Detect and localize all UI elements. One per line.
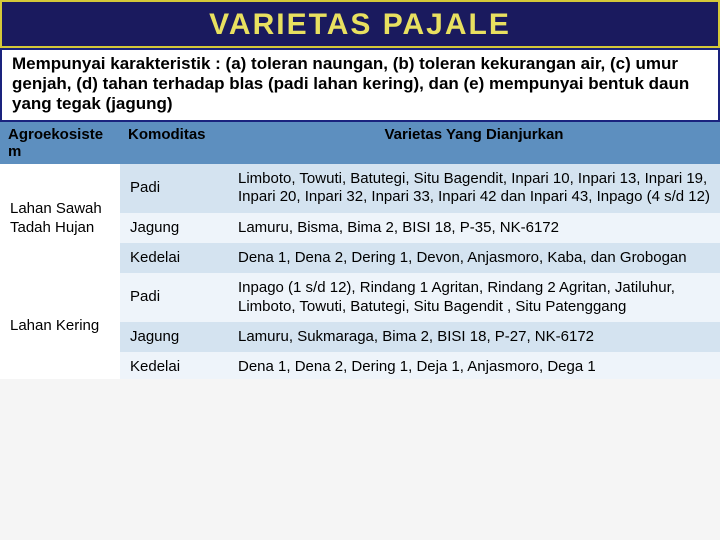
table-row: Lahan Kering Padi Inpago (1 s/d 12), Rin…: [0, 273, 720, 322]
cell-varietas: Lamuru, Bisma, Bima 2, BISI 18, P-35, NK…: [228, 213, 720, 243]
subtitle-text: Mempunyai karakteristik : (a) toleran na…: [12, 54, 708, 114]
varietas-table-wrap: Agroekosiste m Komoditas Varietas Yang D…: [0, 122, 720, 378]
cell-komoditas: Jagung: [120, 213, 228, 243]
page-title: VARIETAS PAJALE: [2, 8, 718, 42]
cell-varietas: Inpago (1 s/d 12), Rindang 1 Agritan, Ri…: [228, 273, 720, 322]
varietas-table: Agroekosiste m Komoditas Varietas Yang D…: [0, 122, 720, 378]
cell-komoditas: Kedelai: [120, 352, 228, 378]
table-row: Lahan Sawah Tadah Hujan Padi Limboto, To…: [0, 164, 720, 213]
cell-komoditas: Jagung: [120, 322, 228, 352]
subtitle-box: Mempunyai karakteristik : (a) toleran na…: [0, 48, 720, 122]
cell-varietas: Lamuru, Sukmaraga, Bima 2, BISI 18, P-27…: [228, 322, 720, 352]
cell-varietas: Dena 1, Dena 2, Dering 1, Devon, Anjasmo…: [228, 243, 720, 273]
col-agroekosistem: Agroekosiste m: [0, 122, 120, 164]
col-varietas: Varietas Yang Dianjurkan: [228, 122, 720, 164]
cell-komoditas: Padi: [120, 273, 228, 322]
table-header-row: Agroekosiste m Komoditas Varietas Yang D…: [0, 122, 720, 164]
title-bar: VARIETAS PAJALE: [0, 0, 720, 48]
cell-komoditas: Kedelai: [120, 243, 228, 273]
cell-agroekosistem: Lahan Sawah Tadah Hujan: [0, 164, 120, 273]
cell-komoditas: Padi: [120, 164, 228, 213]
cell-varietas: Limboto, Towuti, Batutegi, Situ Bagendit…: [228, 164, 720, 213]
col-komoditas: Komoditas: [120, 122, 228, 164]
cell-varietas: Dena 1, Dena 2, Dering 1, Deja 1, Anjasm…: [228, 352, 720, 378]
cell-agroekosistem: Lahan Kering: [0, 273, 120, 378]
